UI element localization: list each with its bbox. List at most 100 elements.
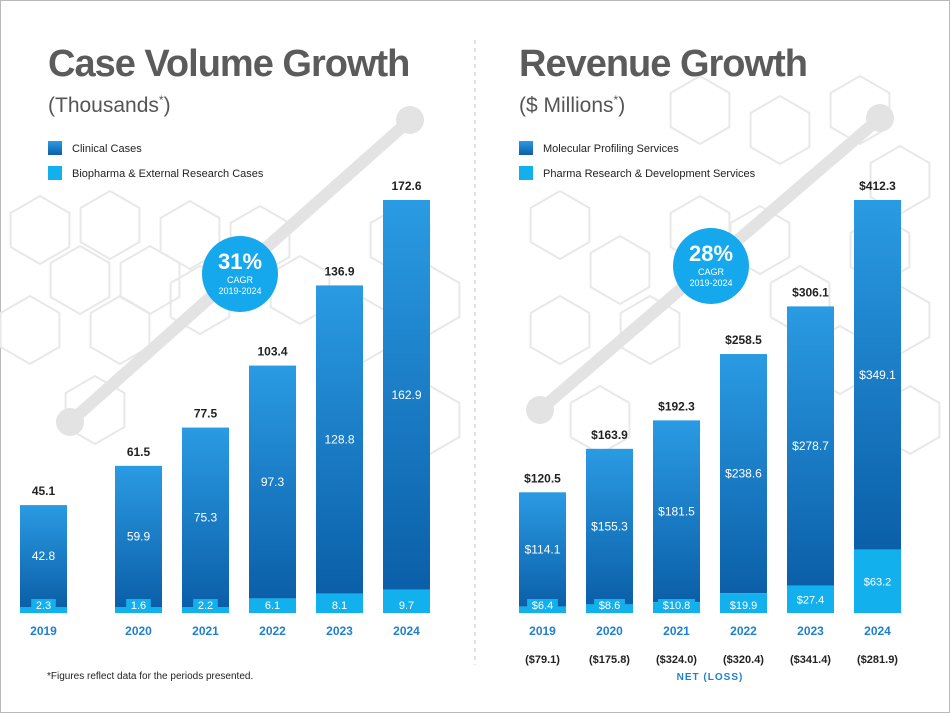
bar-group-2019: 45.1 42.8 2.3 2019 (20, 484, 67, 638)
value-label-dark-2019: $114.1 (525, 542, 561, 556)
bar-clinical-cases-2023 (316, 285, 363, 594)
bar-clinical-cases-2021 (182, 427, 229, 607)
net-loss-2019: ($79.1) (525, 654, 560, 666)
bar-group-2024: $412.3 $349.1 $63.2 2024 (854, 179, 901, 638)
bar-group-2021: 77.5 75.3 2.2 2021 (182, 407, 229, 638)
net-loss-2024: ($281.9) (857, 654, 898, 666)
cagr-period: 2019-2024 (689, 278, 732, 288)
value-label-bg-2022 (260, 599, 285, 612)
hexagon-decor-15 (529, 189, 591, 261)
total-label-2019: $120.5 (524, 471, 561, 485)
footnote: *Figures reflect data for the periods pr… (47, 671, 254, 682)
hexagon-decor-26 (569, 384, 631, 456)
value-label-light-2019: 2.3 (36, 600, 51, 612)
legend-label-0: Molecular Profiling Services (543, 143, 679, 155)
year-label-2022: 2022 (730, 624, 757, 638)
legend-label-1: Biopharma & External Research Cases (72, 168, 264, 180)
year-label-2019: 2019 (30, 624, 57, 638)
total-label-2021: 77.5 (194, 407, 218, 421)
value-label-dark-2023: 128.8 (324, 433, 354, 447)
growth-node-left-end (396, 106, 424, 134)
bar-molecular-profiling-services-2022 (720, 354, 767, 594)
net-loss-2021: ($324.0) (656, 654, 697, 666)
value-label-dark-2022: 97.3 (261, 475, 285, 489)
legend-swatch-1 (519, 166, 533, 180)
chart-layer: Case Volume Growth (Thousands*) Clinical C… (20, 43, 901, 683)
hexagon-decor-27 (669, 74, 731, 146)
hexagon-decor-29 (829, 74, 891, 146)
bar-group-2023: 136.9 128.8 8.1 2023 (316, 264, 363, 638)
value-label-bg-2023 (327, 599, 352, 612)
net-loss-2023: ($341.4) (790, 654, 831, 666)
total-label-2022: $258.5 (725, 333, 762, 347)
hexagon-decor-16 (589, 234, 651, 306)
cagr-badge-circle (202, 236, 278, 312)
value-label-light-2024: $63.2 (864, 576, 892, 588)
value-label-bg-2019 (31, 599, 56, 612)
bar-molecular-profiling-services-2020 (586, 448, 633, 605)
total-label-2023: $306.1 (792, 285, 829, 299)
hexagon-decor-13 (64, 374, 126, 446)
cagr-value: 31% (218, 249, 262, 274)
total-label-2021: $192.3 (658, 399, 695, 413)
hexagon-decor-6 (159, 199, 221, 271)
total-label-2024: 172.6 (391, 179, 421, 193)
hexagon-decor-20 (729, 204, 791, 276)
year-label-2022: 2022 (259, 624, 286, 638)
value-label-light-2022: $19.9 (730, 600, 758, 612)
bar-molecular-profiling-services-2019 (519, 492, 566, 607)
bar-group-2021: $192.3 $181.5 $10.8 2021 (653, 399, 700, 638)
value-label-bg-2019 (527, 599, 558, 612)
hexagon-decor-18 (619, 294, 681, 366)
growth-node-right-start (526, 396, 554, 424)
year-label-2021: 2021 (663, 624, 690, 638)
value-label-dark-2023: $278.7 (792, 439, 829, 453)
value-label-dark-2019: 42.8 (32, 549, 56, 563)
hexagon-decor-0 (9, 194, 71, 266)
bar-group-2024: 172.6 162.9 9.7 2024 (383, 179, 430, 638)
bar-group-2020: 61.5 59.9 1.6 2020 (115, 445, 162, 638)
cagr-period: 2019-2024 (218, 286, 261, 296)
bar-clinical-cases-2022 (249, 365, 296, 599)
net-loss-label: NET (LOSS) (677, 672, 744, 683)
chart-case-volume: Case Volume Growth (Thousands*) Clinical C… (20, 43, 430, 638)
hexagon-decor-2 (49, 244, 111, 316)
value-label-bg-2024 (394, 599, 419, 612)
total-label-2020: $163.9 (591, 428, 628, 442)
value-label-dark-2020: $155.3 (591, 520, 628, 534)
growth-node-right-end (866, 104, 894, 132)
legend-swatch-0 (48, 141, 62, 155)
year-label-2020: 2020 (125, 624, 152, 638)
legend-swatch-0 (519, 141, 533, 155)
value-label-light-2019: $6.4 (532, 600, 553, 612)
year-label-2024: 2024 (864, 624, 891, 638)
total-label-2023: 136.9 (324, 264, 354, 278)
value-label-bg-2020 (594, 599, 625, 612)
total-label-2024: $412.3 (859, 179, 896, 193)
bar-clinical-cases-2019 (20, 505, 67, 607)
year-label-2024: 2024 (393, 624, 420, 638)
value-label-dark-2024: 162.9 (391, 388, 421, 402)
value-label-bg-2021 (658, 599, 695, 612)
cagr-badge-circle (673, 228, 749, 304)
bar-group-2022: 103.4 97.3 6.1 2022 (249, 345, 296, 638)
bar-group-2019: $120.5 $114.1 $6.4 2019 (519, 471, 566, 638)
value-label-light-2022: 6.1 (265, 600, 280, 612)
value-label-light-2023: 8.1 (332, 600, 347, 612)
chart-title: Revenue Growth (519, 43, 807, 85)
value-label-light-2023: $27.4 (797, 594, 825, 606)
bar-group-2023: $306.1 $278.7 $27.4 2023 (787, 285, 834, 638)
year-label-2019: 2019 (529, 624, 556, 638)
chart-title: Case Volume Growth (48, 43, 409, 85)
hexagon-decor-17 (529, 294, 591, 366)
value-label-light-2021: 2.2 (198, 600, 213, 612)
bar-molecular-profiling-services-2021 (653, 420, 700, 603)
total-label-2020: 61.5 (127, 445, 151, 459)
year-label-2021: 2021 (192, 624, 219, 638)
cagr-label: CAGR (227, 275, 254, 285)
hexagon-decor-5 (89, 294, 151, 366)
value-label-dark-2021: 75.3 (194, 510, 218, 524)
